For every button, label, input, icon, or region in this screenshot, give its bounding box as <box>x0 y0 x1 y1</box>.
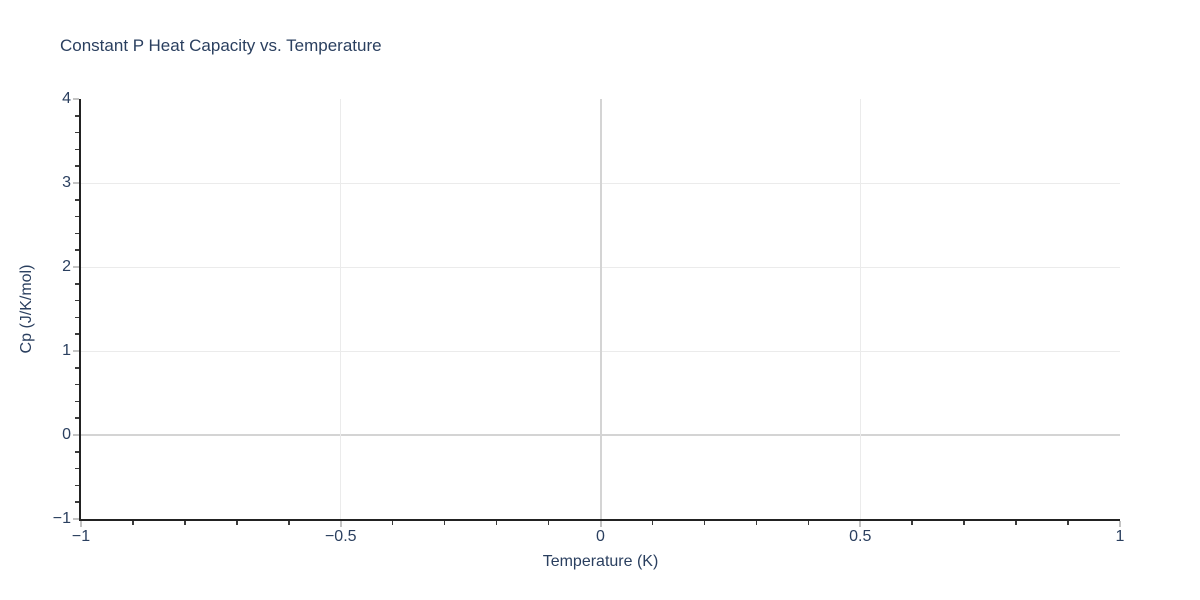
y-minor-tick <box>75 501 79 503</box>
y-minor-tick <box>75 451 79 453</box>
y-minor-tick <box>75 316 79 319</box>
x-gridline <box>859 99 861 519</box>
y-minor-tick <box>75 484 79 487</box>
x-minor-tick <box>703 521 706 525</box>
x-minor-tick <box>911 521 913 525</box>
x-tick-label: −1 <box>71 528 91 545</box>
y-minor-tick <box>75 215 79 218</box>
x-tick-label: 0 <box>596 528 605 545</box>
y-minor-tick <box>75 165 79 167</box>
x-major-tick <box>80 521 82 527</box>
y-minor-tick <box>75 232 79 235</box>
x-minor-tick <box>963 521 965 525</box>
x-axis-line <box>79 519 1120 521</box>
x-tick-label: 1 <box>1115 528 1125 545</box>
y-axis-line <box>79 99 81 521</box>
y-minor-tick <box>75 148 79 151</box>
y-major-tick <box>73 350 79 352</box>
x-minor-tick <box>391 521 394 525</box>
y-major-tick <box>73 266 79 268</box>
y-minor-tick <box>75 283 79 285</box>
y-tick-label: 3 <box>62 174 71 191</box>
y-major-tick <box>73 518 79 520</box>
chart-title: Constant P Heat Capacity vs. Temperature <box>60 36 382 55</box>
x-gridline <box>340 99 342 519</box>
y-minor-tick <box>75 333 79 335</box>
x-minor-tick <box>495 521 498 525</box>
x-minor-tick <box>288 521 290 525</box>
x-major-tick <box>1119 521 1121 527</box>
x-minor-tick <box>184 521 186 525</box>
x-minor-tick <box>1015 521 1017 525</box>
x-axis-title: Temperature (K) <box>542 553 659 570</box>
x-minor-tick <box>132 521 134 525</box>
x-zero-gridline <box>599 99 602 519</box>
y-major-tick <box>73 434 79 436</box>
y-minor-tick <box>75 467 79 470</box>
y-minor-tick <box>75 400 79 403</box>
x-minor-tick <box>547 521 550 525</box>
y-axis-title: Cp (J/K/mol) <box>18 264 35 354</box>
y-tick-label: 4 <box>62 90 71 107</box>
y-tick-label: −1 <box>52 510 71 527</box>
x-major-tick <box>339 521 342 527</box>
x-major-tick <box>599 521 602 527</box>
y-tick-label: 1 <box>62 342 71 359</box>
x-tick-label: −0.5 <box>324 528 357 545</box>
y-major-tick <box>73 182 79 184</box>
x-tick-label: 0.5 <box>849 528 872 545</box>
y-minor-tick <box>75 383 79 386</box>
y-minor-tick <box>75 131 79 134</box>
plot-area: Temperature (K) −1 −0.5 0 0.5 1 −1 0 1 2 3 4 <box>53 90 1125 570</box>
y-minor-tick <box>75 417 79 419</box>
x-minor-tick <box>755 521 758 525</box>
y-minor-tick <box>75 199 79 201</box>
x-minor-tick <box>236 521 238 525</box>
y-minor-tick <box>75 249 79 251</box>
y-minor-tick <box>75 367 79 369</box>
y-minor-tick <box>75 115 79 117</box>
y-tick-label: 2 <box>62 258 71 275</box>
x-minor-tick <box>443 521 446 525</box>
x-major-tick <box>859 521 862 527</box>
y-minor-tick <box>75 299 79 302</box>
y-major-tick <box>73 98 79 100</box>
x-minor-tick <box>651 521 654 525</box>
x-minor-tick <box>807 521 810 525</box>
x-minor-tick <box>1067 521 1069 525</box>
y-tick-label: 0 <box>62 426 71 443</box>
